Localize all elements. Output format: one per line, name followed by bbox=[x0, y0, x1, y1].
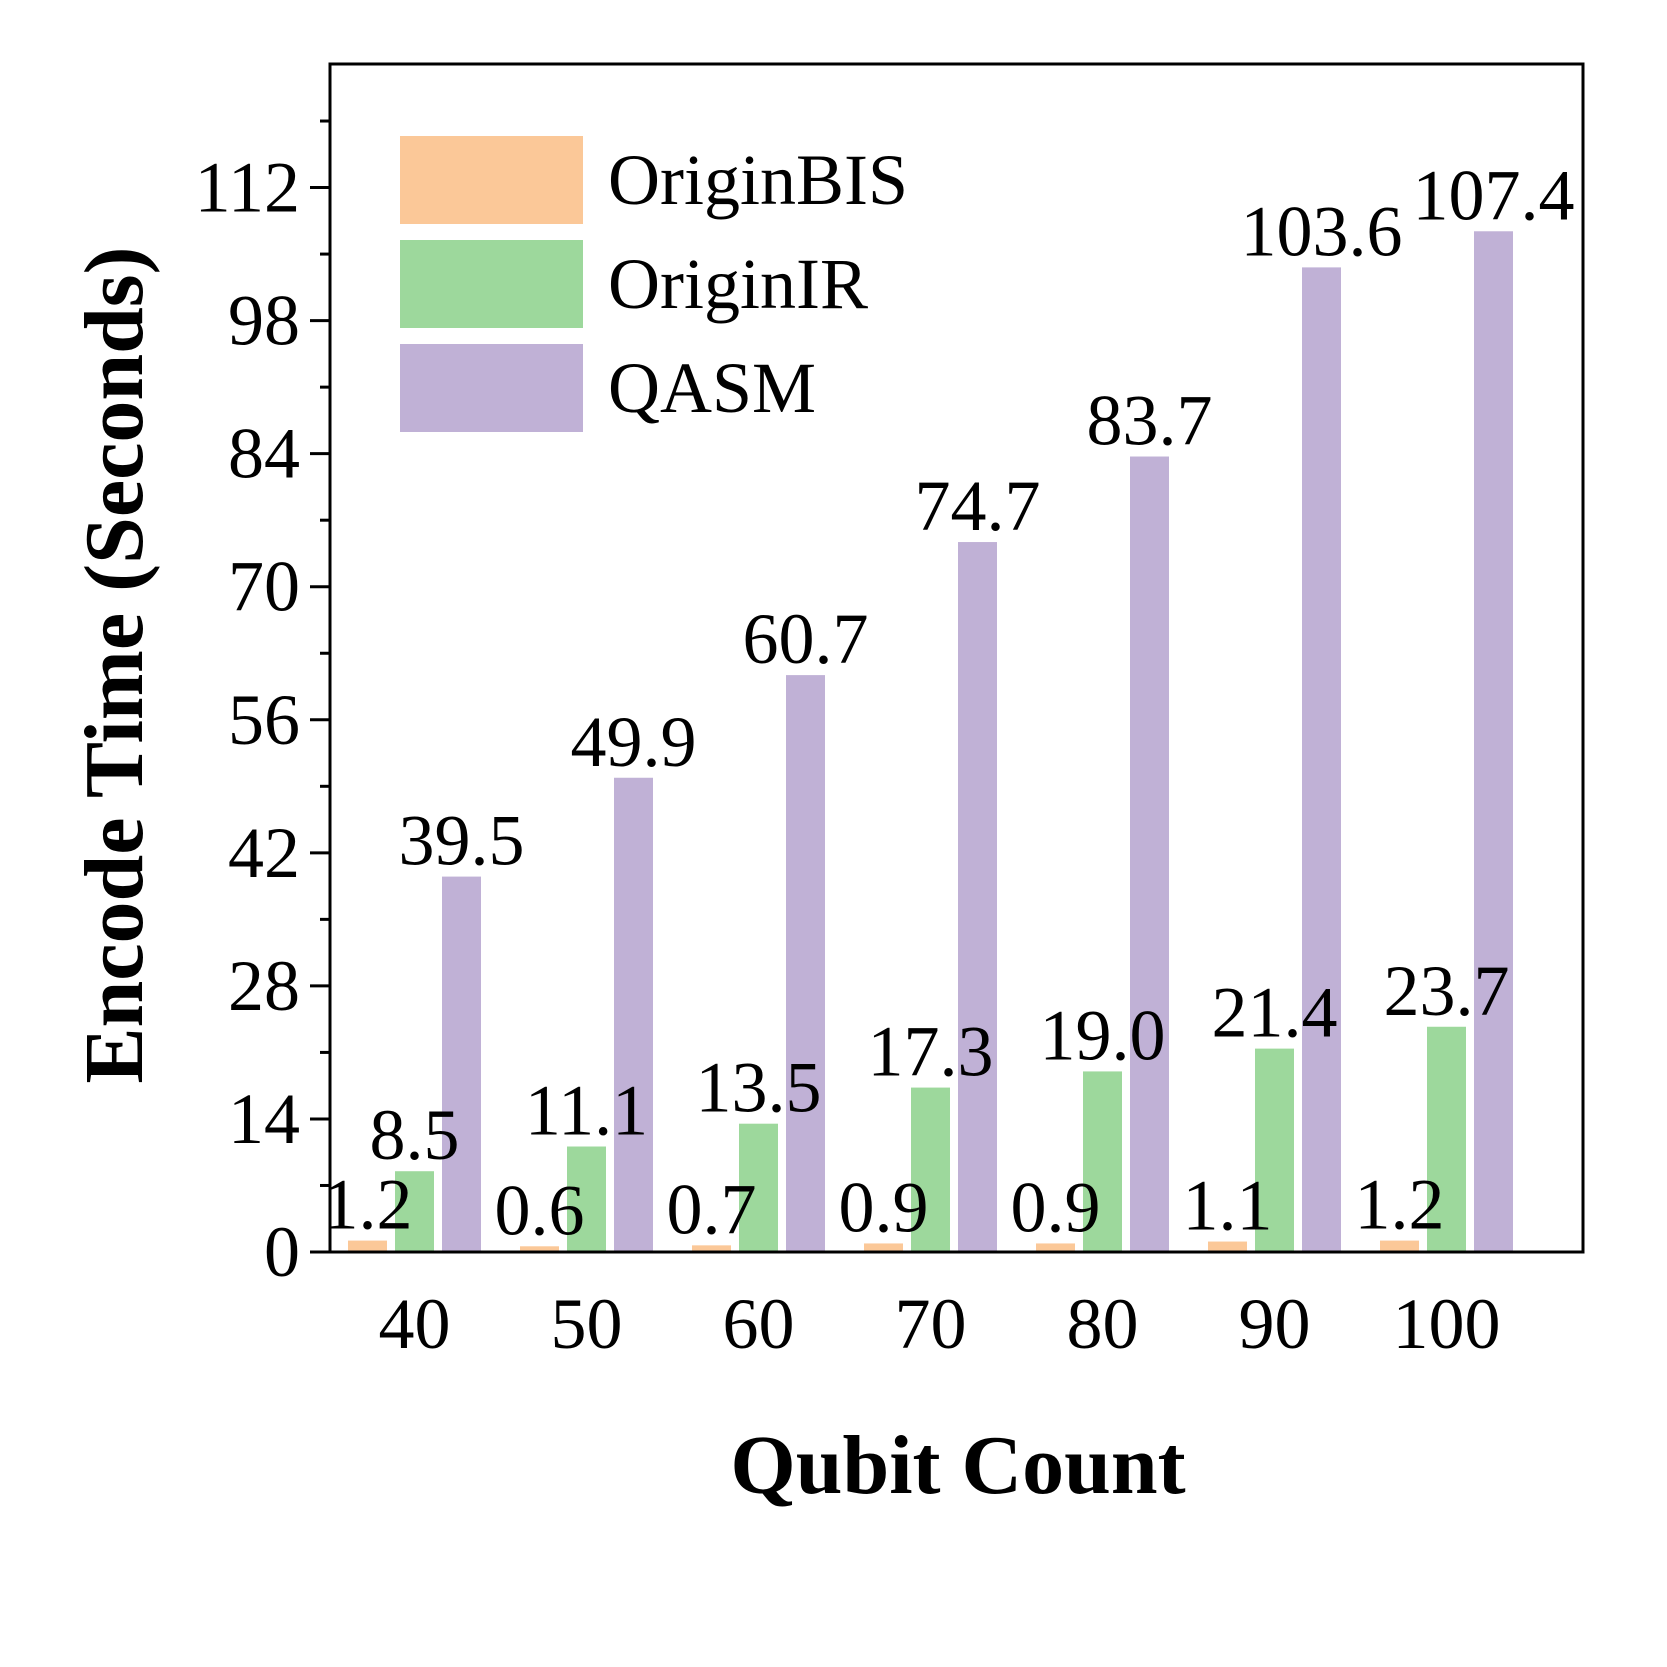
bar-originbis-70 bbox=[864, 1243, 903, 1252]
bar-originir-80 bbox=[1083, 1071, 1122, 1252]
y-tick-label: 112 bbox=[195, 148, 300, 228]
x-tick-label: 80 bbox=[1067, 1284, 1139, 1364]
bar-qasm-80 bbox=[1130, 456, 1169, 1252]
value-label-originbis-90: 1.1 bbox=[1183, 1166, 1273, 1246]
bar-originir-100 bbox=[1427, 1026, 1466, 1252]
y-tick-label: 28 bbox=[228, 946, 300, 1026]
bar-originir-50 bbox=[567, 1146, 606, 1252]
bar-originbis-50 bbox=[520, 1246, 559, 1252]
value-label-originbis-50: 0.6 bbox=[495, 1170, 585, 1250]
bar-qasm-40 bbox=[442, 876, 481, 1252]
y-tick-label: 42 bbox=[228, 813, 300, 893]
x-tick-label: 90 bbox=[1239, 1284, 1311, 1364]
legend-swatch-originbis bbox=[400, 136, 583, 224]
bar-qasm-50 bbox=[614, 777, 653, 1252]
value-label-originbis-80: 0.9 bbox=[1011, 1167, 1101, 1247]
plot-frame bbox=[328, 62, 1585, 1254]
legend: OriginBIS OriginIR QASM bbox=[400, 136, 908, 432]
y-axis-title: Encode Time (Seconds) bbox=[68, 247, 161, 1084]
value-label-qasm-80: 83.7 bbox=[1087, 381, 1213, 461]
bar-originir-70 bbox=[911, 1087, 950, 1252]
legend-label-qasm: QASM bbox=[608, 348, 816, 428]
value-label-qasm-100: 107.4 bbox=[1413, 155, 1575, 235]
value-label-originbis-40: 1.2 bbox=[323, 1165, 413, 1245]
bar-originir-90 bbox=[1255, 1048, 1294, 1252]
value-label-originir-50: 11.1 bbox=[525, 1071, 648, 1151]
value-label-originbis-70: 0.9 bbox=[839, 1167, 929, 1247]
axes-layer: 0 14 28 42 56 70 84 98 112 40 50 60 70 80 90 100 bbox=[195, 62, 1585, 1364]
y-tick-label: 70 bbox=[228, 547, 300, 627]
bars-layer bbox=[348, 231, 1513, 1253]
y-tick-label: 98 bbox=[228, 281, 300, 361]
y-tick-label: 56 bbox=[228, 680, 300, 760]
x-tick-label: 70 bbox=[895, 1284, 967, 1364]
value-label-qasm-50: 49.9 bbox=[571, 702, 697, 782]
y-tick-label: 84 bbox=[228, 414, 300, 494]
value-label-originir-80: 19.0 bbox=[1040, 995, 1166, 1075]
bar-originir-60 bbox=[739, 1123, 778, 1252]
value-label-originbis-100: 1.2 bbox=[1355, 1165, 1445, 1245]
value-label-qasm-40: 39.5 bbox=[399, 801, 525, 881]
bar-originbis-80 bbox=[1036, 1243, 1075, 1252]
legend-label-originbis: OriginBIS bbox=[608, 140, 908, 220]
y-tick-label: 0 bbox=[264, 1212, 300, 1292]
bar-originbis-60 bbox=[692, 1245, 731, 1252]
value-label-originbis-60: 0.7 bbox=[667, 1169, 757, 1249]
value-label-originir-40: 8.5 bbox=[370, 1095, 460, 1175]
value-label-qasm-90: 103.6 bbox=[1241, 191, 1403, 271]
legend-swatch-originir bbox=[400, 240, 583, 328]
bar-originbis-100 bbox=[1380, 1240, 1419, 1252]
x-axis-title: Qubit Count bbox=[730, 1419, 1185, 1512]
legend-label-originir: OriginIR bbox=[608, 244, 868, 324]
value-label-originir-90: 21.4 bbox=[1212, 973, 1338, 1053]
value-labels-layer: 1.2 0.6 0.7 0.9 0.9 1.1 1.28.5 11.1 13.5 17.3 19.0… bbox=[323, 155, 1575, 1250]
x-tick-label: 60 bbox=[723, 1284, 795, 1364]
bar-originbis-40 bbox=[348, 1240, 387, 1252]
bar-originbis-90 bbox=[1208, 1241, 1247, 1252]
bar-originir-40 bbox=[395, 1171, 434, 1252]
value-label-originir-100: 23.7 bbox=[1384, 951, 1510, 1031]
bar-qasm-70 bbox=[958, 542, 997, 1252]
bar-qasm-90 bbox=[1302, 267, 1341, 1252]
value-label-qasm-70: 74.7 bbox=[915, 466, 1041, 546]
value-label-originir-60: 13.5 bbox=[696, 1048, 822, 1128]
y-tick-label: 14 bbox=[228, 1079, 300, 1159]
bar-qasm-60 bbox=[786, 675, 825, 1252]
legend-swatch-qasm bbox=[400, 344, 583, 432]
value-label-originir-70: 17.3 bbox=[868, 1012, 994, 1092]
x-tick-label: 100 bbox=[1393, 1284, 1501, 1364]
value-label-qasm-60: 60.7 bbox=[743, 599, 869, 679]
x-tick-label: 40 bbox=[379, 1284, 451, 1364]
x-tick-label: 50 bbox=[551, 1284, 623, 1364]
bar-qasm-100 bbox=[1474, 231, 1513, 1253]
